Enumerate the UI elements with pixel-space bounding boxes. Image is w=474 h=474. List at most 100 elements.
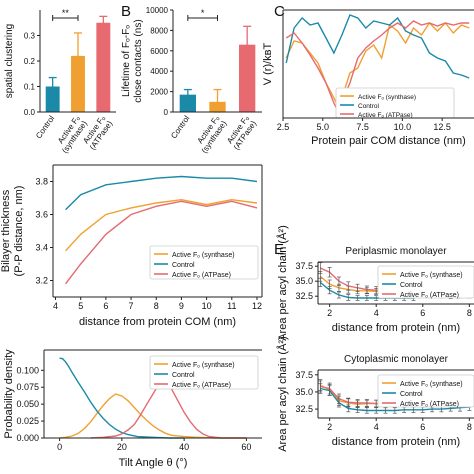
y-tick-label: 0.075 bbox=[16, 382, 39, 392]
x-tick-label: 4 bbox=[374, 308, 379, 318]
y-tick-label: 0.1 bbox=[24, 83, 36, 92]
y-tick-label: 35.0 bbox=[295, 276, 313, 286]
x-tick-label: 9 bbox=[179, 301, 184, 311]
legend-entry: Active Fₒ (ATPase) bbox=[400, 292, 459, 299]
significance-marker: ** bbox=[62, 8, 70, 18]
x-tick-label: 10 bbox=[202, 301, 212, 311]
bar-1 bbox=[71, 55, 85, 112]
x-tick-label: 8 bbox=[154, 301, 159, 311]
legend-box bbox=[149, 245, 259, 280]
x-category-label-line: Control bbox=[169, 114, 191, 140]
chart-c: 2.5 5.0 7.5 10.0 12.5 Protein pair COM distan… bbox=[262, 14, 470, 147]
y-axis-label: Area per acyl chain (Å²) bbox=[276, 336, 289, 452]
y-tick-label: 35.0 bbox=[295, 387, 313, 397]
x-tick-label: 6 bbox=[420, 422, 425, 432]
legend-entry: Active Fₒ (synthase) bbox=[400, 272, 463, 279]
y-axis-label: Lifetime of Fₒ-Fₒclose contacts (ns) bbox=[121, 19, 144, 102]
x-category-label: Control bbox=[34, 114, 56, 140]
series-line bbox=[59, 357, 185, 439]
y-tick-label: 0.000 bbox=[16, 433, 39, 443]
x-tick-label: 40 bbox=[179, 442, 189, 452]
legend-box bbox=[149, 355, 259, 390]
series-line bbox=[90, 381, 247, 439]
x-axis-label: distance from protein (nm) bbox=[332, 436, 460, 448]
x-tick-label: 8 bbox=[467, 308, 472, 318]
series-line bbox=[65, 200, 258, 285]
series-line bbox=[285, 21, 470, 110]
x-tick-label: 2 bbox=[327, 422, 332, 432]
y-tick-label: 3.4 bbox=[35, 243, 48, 253]
chart-title: Cytoplasmic monolayer bbox=[344, 354, 449, 365]
y-axis-label: spatial clustering bbox=[4, 24, 15, 98]
legend-entry: Active Fₒ (ATPase) bbox=[358, 112, 413, 119]
legend-entry: Active Fₒ (ATPase) bbox=[172, 382, 231, 389]
x-category-label: Active Fₒ(ATPase) bbox=[224, 114, 258, 152]
legend-entry: Control bbox=[358, 103, 380, 110]
legend-box bbox=[377, 265, 474, 299]
legend-entry: Control bbox=[400, 391, 423, 398]
x-tick-label: 11 bbox=[227, 301, 236, 311]
chart-f: 0 20 40 60 0.000 0.025 0.050 0.075 0.100 Tilt Ang… bbox=[3, 349, 259, 469]
x-tick-label: 4 bbox=[53, 301, 58, 311]
x-tick-label: 10.0 bbox=[394, 122, 412, 132]
x-tick-label: 20 bbox=[117, 442, 127, 452]
x-category-label: Active Fₒ(ATPase) bbox=[81, 114, 115, 152]
chart-b: 0 2000 4000 6000 8000 10000 Control Active Fₒ(s… bbox=[121, 6, 258, 155]
x-tick-label: 2.5 bbox=[277, 122, 290, 132]
y-tick-label: 0.050 bbox=[16, 399, 39, 409]
legend-entry: Active Fₒ (ATPase) bbox=[172, 272, 231, 279]
x-tick-label: 0 bbox=[57, 442, 62, 452]
chart-title: Periplasmic monolayer bbox=[345, 246, 447, 257]
legend-entry: Control bbox=[172, 262, 195, 269]
series-line bbox=[65, 175, 258, 211]
y-axis-label: Probability density bbox=[3, 349, 15, 439]
legend-entry: Active Fₒ (synthase) bbox=[400, 381, 463, 388]
legend-entry: Active Fₒ (synthase) bbox=[358, 94, 416, 101]
y-tick-label: 4000 bbox=[150, 67, 168, 76]
legend-entry: Active Fₒ (synthase) bbox=[172, 362, 235, 369]
bar-0 bbox=[45, 86, 60, 112]
x-tick-label: 60 bbox=[241, 442, 251, 452]
x-axis-label: distance from protein COM (nm) bbox=[79, 316, 236, 328]
y-axis-label-line: Lifetime of Fₒ-Fₒ bbox=[121, 25, 132, 97]
significance-marker: * bbox=[201, 8, 205, 18]
series-line bbox=[59, 393, 247, 439]
y-tick-label: 0 bbox=[164, 108, 169, 117]
y-axis-label-line: Bilayer thickness bbox=[0, 189, 12, 272]
panel-label-e: E bbox=[274, 241, 284, 258]
y-tick-label: 0.3 bbox=[24, 32, 36, 41]
x-tick-label: 4 bbox=[374, 422, 379, 432]
series-line bbox=[285, 14, 470, 79]
x-category-label: Control bbox=[169, 114, 191, 140]
legend-box bbox=[377, 374, 474, 408]
y-tick-label: 8000 bbox=[150, 26, 168, 35]
x-category-label-line: Control bbox=[34, 114, 56, 140]
panel-label-c: C bbox=[274, 3, 285, 20]
legend-entry: Control bbox=[172, 372, 195, 379]
chart-e1: 2 4 6 8 32.5 35.0 37.5 distance from protein (n… bbox=[276, 225, 474, 341]
x-tick-label: 7.5 bbox=[356, 122, 369, 132]
y-tick-label: 3.8 bbox=[35, 177, 48, 187]
chart-a: 0.0 0.1 0.2 0.3 Control Active Fₒ(synthase)Ac… bbox=[4, 8, 115, 155]
y-tick-label: 10000 bbox=[146, 6, 169, 15]
panel-label-b: B bbox=[121, 3, 131, 20]
x-category-label: Active Fₒ(synthase) bbox=[192, 114, 228, 155]
x-tick-label: 6 bbox=[103, 301, 108, 311]
y-tick-label: 0.0 bbox=[24, 108, 36, 117]
y-tick-label: 3.6 bbox=[35, 210, 48, 220]
legend-entry: Active Fₒ (synthase) bbox=[172, 252, 235, 259]
y-axis-label-line: (P-P distance, nm) bbox=[13, 186, 25, 277]
y-tick-label: 37.5 bbox=[295, 370, 313, 380]
chart-d: 4 5 6 7 8 9 10 11 12 3.2 3.4 3.6 3.8 distance from pr… bbox=[0, 175, 262, 328]
x-tick-label: 5.0 bbox=[317, 122, 330, 132]
y-tick-label: 6000 bbox=[150, 47, 168, 56]
y-axis-label: V (r)/kʙT bbox=[262, 42, 274, 85]
x-tick-label: 12 bbox=[252, 301, 262, 311]
y-axis-label: Area per acyl chain (Å²) bbox=[276, 225, 289, 341]
y-tick-label: 2000 bbox=[150, 88, 168, 97]
y-tick-label: 32.5 bbox=[295, 291, 313, 301]
x-axis-label: Protein pair COM distance (nm) bbox=[311, 135, 466, 147]
x-tick-label: 6 bbox=[420, 308, 425, 318]
bar-2 bbox=[239, 44, 256, 112]
